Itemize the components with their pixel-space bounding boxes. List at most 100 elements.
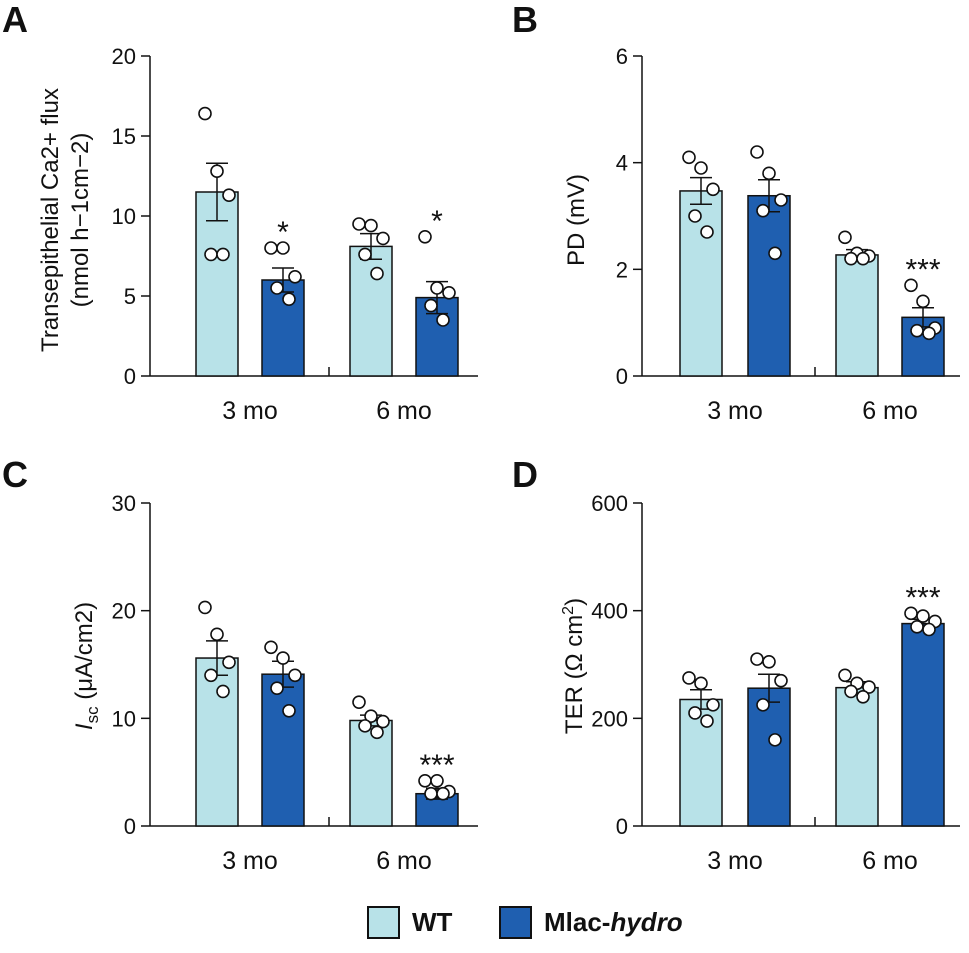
panel-c-data-point	[364, 709, 378, 723]
panel-c-data-point	[436, 786, 450, 801]
panel-d-ylabel-end: )	[561, 598, 588, 606]
panel-d-category-label: 3 mo	[707, 847, 763, 875]
panel-d-category-label: 6 mo	[862, 847, 918, 875]
panel-a-marks: 0 5 10 15 20 3 mo 6 mo * *	[112, 44, 478, 425]
panel-b-y-tick-label: 2	[616, 257, 628, 282]
panel-b-data-point	[700, 225, 714, 239]
panel-a-data-point	[424, 298, 438, 313]
panel-c-ylabel: Isc (μA/cm2)	[71, 602, 102, 730]
panel-a-data-point	[436, 313, 450, 327]
panel-a-y-tick-label: 0	[124, 364, 136, 389]
panel-d-data-point	[774, 673, 788, 688]
panel-a-data-point	[442, 285, 456, 300]
panel-b-data-point	[844, 251, 858, 266]
panel-a: A 0 5 10 15 20 3 mo 6 mo * * Transepithelial Ca2…	[2, 0, 478, 425]
panel-b-bar-wt	[679, 190, 723, 377]
panel-d-y-tick-label: 0	[616, 814, 628, 839]
panel-c-category-label: 6 mo	[376, 847, 432, 875]
panel-d-bar-mlac	[747, 687, 791, 827]
panel-d-data-point	[756, 698, 770, 712]
panel-b-bar-mlac	[747, 194, 791, 377]
panel-c-data-point	[222, 655, 236, 670]
panel-d-data-point	[856, 689, 870, 704]
panel-d-data-point	[922, 622, 936, 637]
panel-a-data-point	[282, 292, 296, 307]
panel-d-ylabel: TER (Ω cm2)	[560, 598, 588, 734]
panel-c-data-point	[376, 714, 390, 729]
panel-b-data-point	[694, 161, 708, 175]
panel-c-y-tick-label: 30	[112, 491, 136, 516]
panel-d-ylabel-main: TER (Ω cm	[561, 615, 588, 734]
panel-b-bar-wt	[835, 254, 879, 377]
panel-c-data-point	[424, 786, 438, 801]
panel-d-y-tick-label: 600	[591, 491, 628, 516]
panel-b-ylabel: PD (mV)	[563, 174, 590, 266]
panel-d-data-point	[910, 620, 924, 634]
panel-c-data-point	[270, 681, 284, 695]
panel-c-data-point	[264, 640, 278, 655]
panel-b-data-point	[768, 246, 782, 261]
panel-a-data-point	[352, 217, 366, 231]
panel-c-data-point	[216, 684, 230, 699]
panel-d-data-point	[916, 609, 930, 623]
panel-b-data-point	[856, 251, 870, 266]
panel-b-data-point	[682, 150, 696, 165]
panel-a-data-point	[288, 269, 302, 284]
panel-a-data-point	[264, 241, 278, 255]
panel-d-marks: 0 200 400 600 3 mo 6 mo ***	[591, 491, 960, 875]
panel-a-significance-label: *	[277, 216, 289, 249]
panel-a-y-tick-label: 20	[112, 44, 136, 69]
panel-c-y-tick-label: 10	[112, 706, 136, 731]
panel-d-data-point	[750, 652, 764, 666]
panel-d-y-tick-label: 400	[591, 599, 628, 624]
panel-b-data-point	[756, 203, 770, 218]
legend-swatch-wt	[367, 906, 400, 939]
panel-a-data-point	[376, 231, 390, 246]
panel-a-data-point	[276, 241, 290, 255]
panel-a-data-point	[430, 281, 444, 295]
panel-a-data-point	[358, 247, 372, 262]
legend-item-wt: WT	[367, 906, 452, 939]
panel-a-bar-wt	[195, 191, 239, 377]
legend-label-mlac-prefix: Mlac-	[544, 907, 611, 937]
panel-d: D 0 200 400 600 3 mo 6 mo *** TER (Ω cm2)	[512, 454, 960, 875]
panel-d-y-tick-label: 200	[591, 706, 628, 731]
panel-d-data-point	[706, 698, 720, 712]
panel-c-data-point	[204, 668, 218, 683]
panel-c-significance-label: ***	[419, 749, 454, 782]
legend-label-mlac: Mlac-hydro	[544, 907, 683, 938]
legend-label-mlac-suffix: hydro	[610, 907, 683, 937]
panel-b-y-tick-label: 0	[616, 364, 628, 389]
panel-b-data-point	[904, 278, 918, 293]
panel-c-data-point	[352, 695, 366, 709]
panel-a-data-point	[270, 281, 284, 295]
panel-c-data-point	[358, 719, 372, 733]
panel-b-category-label: 3 mo	[707, 397, 763, 425]
panel-a-data-point	[418, 230, 432, 244]
panel-c-category-label: 3 mo	[222, 847, 278, 875]
panel-a-ylabel-line2: (nmol h−1cm−2)	[67, 133, 94, 308]
panel-d-significance-label: ***	[905, 581, 940, 614]
panel-a-data-point	[210, 164, 224, 178]
panel-d-data-point	[768, 733, 782, 747]
panel-c-letter: C	[2, 454, 28, 495]
panel-c-data-point	[288, 668, 302, 683]
panel-b-significance-label: ***	[905, 253, 940, 286]
legend-item-mlac: Mlac-hydro	[499, 906, 683, 939]
panel-c-ylabel-sub: sc	[83, 706, 102, 724]
panel-a-ylabel-line1: Transepithelial Ca2+ flux	[37, 88, 64, 352]
panel-a-data-point	[364, 218, 378, 233]
panel-b-data-point	[910, 323, 924, 338]
panel-c-marks: 0 10 20 30 3 mo 6 mo ***	[112, 491, 478, 875]
panel-c-data-point	[276, 651, 290, 665]
panel-a-data-point	[222, 188, 236, 202]
panel-b-data-point	[916, 294, 930, 309]
panel-d-bar-wt	[835, 686, 879, 827]
legend-swatch-mlac	[499, 906, 532, 939]
panel-a-category-label: 6 mo	[376, 397, 432, 425]
panel-c-bar-wt	[195, 657, 239, 827]
panel-a-y-tick-label: 10	[112, 204, 136, 229]
panel-d-data-point	[694, 676, 708, 691]
panel-a-y-tick-label: 5	[124, 284, 136, 309]
panel-a-bar-wt	[349, 245, 393, 377]
